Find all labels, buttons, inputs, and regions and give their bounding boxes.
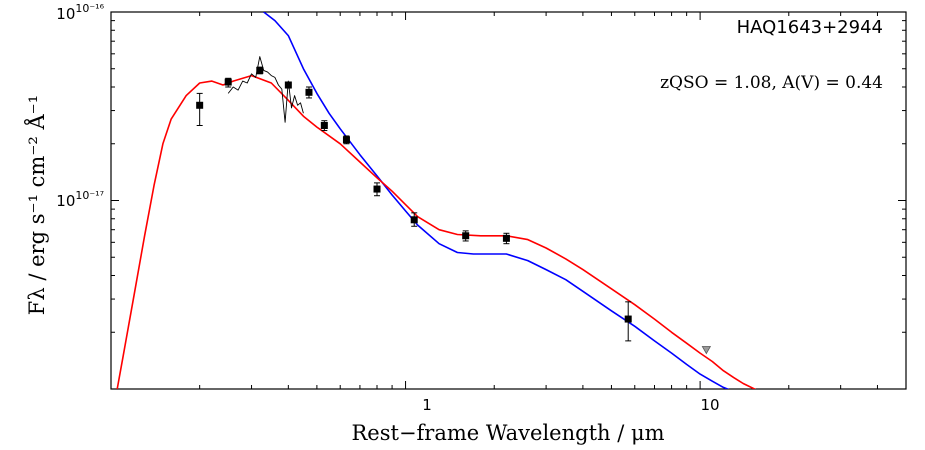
photometry-point — [462, 232, 470, 240]
blue-model-line — [263, 12, 730, 389]
y-axis-title: Fλ / erg s⁻¹ cm⁻² Å⁻¹ — [24, 95, 49, 315]
red-model-line — [116, 74, 757, 389]
x-axis-title: Rest−frame Wavelength / μm — [351, 421, 664, 445]
y-tick-label-1e-16: 1010⁻¹⁶ — [56, 2, 104, 23]
redshift-extinction-label: zQSO = 1.08, A(V) = 0.44 — [660, 73, 883, 93]
photometry-point — [284, 81, 292, 89]
series-layer — [116, 12, 757, 389]
photometry-point — [256, 66, 264, 74]
photometry-point — [196, 101, 204, 109]
axis-ticks — [111, 11, 906, 389]
plot-frame — [110, 11, 907, 390]
photometry-point — [224, 78, 232, 86]
observed-spectrum-line — [227, 56, 304, 123]
x-tick-label-1: 1 — [422, 396, 432, 414]
photometry-point — [502, 234, 510, 242]
photometry-point — [305, 88, 313, 96]
photometry-point — [342, 136, 350, 144]
object-name-label: HAQ1643+2944 — [737, 17, 883, 38]
photometry-point — [624, 315, 632, 323]
x-tick-label-10: 10 — [700, 396, 719, 414]
y-tick-label-1e-17: 1010⁻¹⁷ — [56, 189, 104, 210]
upper-limit-marker — [701, 346, 712, 355]
photometry-point — [373, 185, 381, 193]
photometry-point — [410, 216, 418, 224]
photometry-point — [320, 121, 328, 129]
